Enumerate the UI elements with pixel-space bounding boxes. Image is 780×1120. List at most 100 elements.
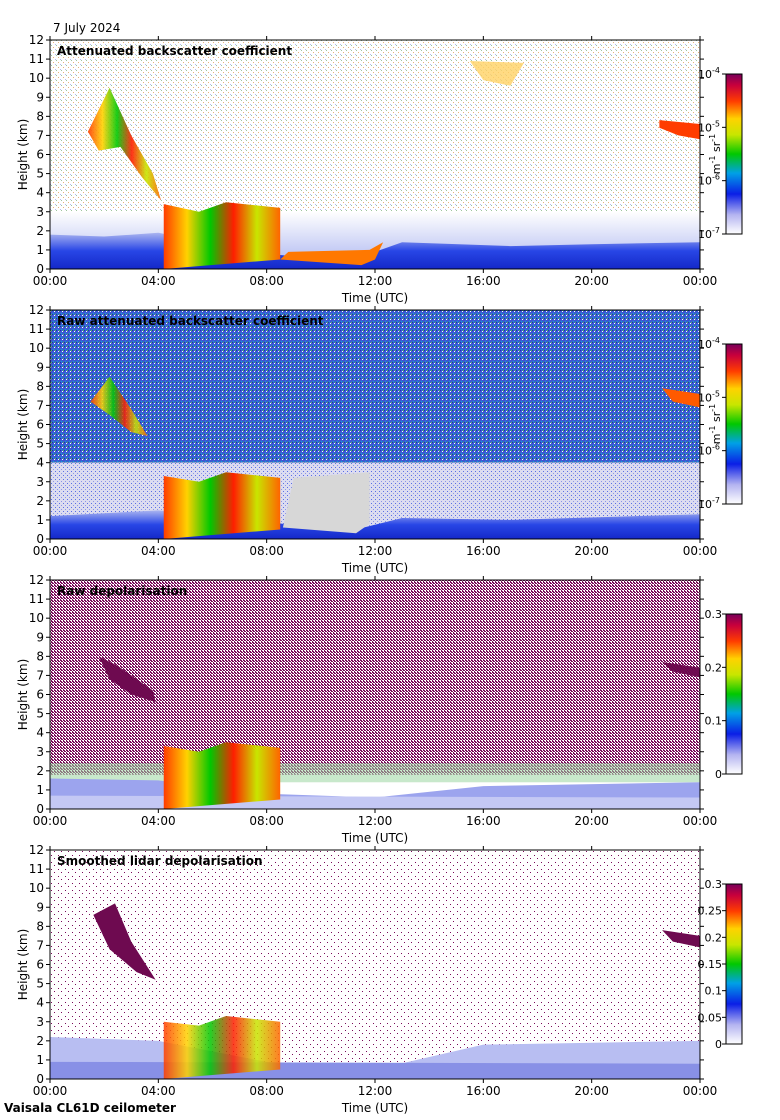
y-tick-label: 10: [29, 341, 44, 355]
y-tick-label: 4: [36, 186, 44, 200]
x-tick-label: 00:00: [683, 1084, 718, 1098]
x-tick-label: 00:00: [33, 274, 68, 288]
y-tick-label: 11: [29, 592, 44, 606]
y-tick-label: 5: [36, 437, 44, 451]
x-tick-label: 08:00: [249, 814, 284, 828]
colorbar-tick-label: 0: [715, 768, 722, 781]
colorbar-tick-base: 10: [698, 121, 712, 134]
colorbar-tick-exp: -6: [712, 173, 720, 182]
y-axis-label: Height (km): [16, 389, 30, 460]
y-tick-label: 0: [36, 262, 44, 276]
colorbar-tick-label: 0.3: [705, 878, 723, 891]
x-tick-label: 00:00: [33, 814, 68, 828]
upper-right-cloud: [662, 662, 700, 678]
y-tick-label: 4: [36, 456, 44, 470]
y-tick-label: 12: [29, 843, 44, 857]
y-tick-label: 6: [36, 688, 44, 702]
colorbar-unit: m-1 sr-1: [708, 404, 723, 444]
y-tick-label: 7: [36, 668, 44, 682]
y-tick-label: 10: [29, 881, 44, 895]
x-tick-label: 04:00: [141, 1084, 176, 1098]
y-tick-label: 8: [36, 109, 44, 123]
y-tick-label: 1: [36, 1053, 44, 1067]
x-tick-label: 20:00: [574, 1084, 609, 1098]
colorbar: [725, 613, 743, 775]
x-axis-label: Time (UTC): [341, 561, 408, 575]
x-tick-label: 16:00: [466, 1084, 501, 1098]
y-tick-label: 7: [36, 938, 44, 952]
cirrus-patch: [469, 60, 524, 86]
y-tick-label: 4: [36, 996, 44, 1010]
colorbar-tick-base: 10: [698, 68, 712, 81]
colorbar-unit-part: sr: [710, 141, 723, 155]
colorbar-tick-exp: -7: [712, 496, 720, 505]
y-tick-label: 6: [36, 958, 44, 972]
colorbar-tick-exp: -6: [712, 443, 720, 452]
upper-right-cloud: [662, 388, 700, 408]
x-tick-label: 12:00: [358, 1084, 393, 1098]
y-tick-label: 2: [36, 1034, 44, 1048]
y-tick-label: 4: [36, 726, 44, 740]
y-axis-label: Height (km): [16, 929, 30, 1000]
mid-cloud: [93, 903, 156, 980]
upper-noise: [50, 310, 700, 463]
colorbar: [725, 73, 743, 235]
upper-right-cloud: [659, 120, 700, 140]
colorbar-tick-label: 0.05: [698, 1011, 723, 1024]
y-tick-label: 9: [36, 360, 44, 374]
panel-title: Attenuated backscatter coefficient: [57, 44, 292, 58]
colorbar-tick-base: 10: [698, 338, 712, 351]
x-tick-label: 08:00: [249, 544, 284, 558]
colorbar-tick-exp: -4: [712, 336, 720, 345]
panel-2: Raw attenuated backscatter coefficient 0 1…: [16, 303, 743, 575]
colorbar-unit-part: -1: [708, 404, 717, 412]
colorbar-tick-label: 10-6: [698, 443, 720, 458]
colorbar-tick-label: 0.15: [698, 958, 723, 971]
colorbar-tick-exp: -5: [712, 389, 720, 398]
y-tick-label: 2: [36, 764, 44, 778]
y-tick-label: 12: [29, 303, 44, 317]
mid-cloud: [87, 87, 162, 201]
colorbar: [725, 883, 743, 1045]
y-tick-label: 11: [29, 52, 44, 66]
y-tick-label: 0: [36, 532, 44, 546]
y-tick-label: 2: [36, 494, 44, 508]
panel-title: Raw depolarisation: [57, 584, 187, 598]
y-tick-label: 9: [36, 900, 44, 914]
x-tick-label: 04:00: [141, 274, 176, 288]
y-tick-label: 12: [29, 33, 44, 47]
y-tick-label: 8: [36, 919, 44, 933]
x-tick-label: 20:00: [574, 274, 609, 288]
depol-noise: [50, 580, 700, 775]
x-tick-label: 00:00: [33, 544, 68, 558]
y-tick-label: 5: [36, 707, 44, 721]
y-tick-label: 3: [36, 1015, 44, 1029]
y-tick-label: 3: [36, 475, 44, 489]
y-tick-label: 11: [29, 862, 44, 876]
transition-band: [50, 763, 700, 783]
colorbar-tick-label: 0.2: [705, 661, 723, 674]
y-tick-label: 10: [29, 71, 44, 85]
date-label: 7 July 2024: [53, 21, 120, 35]
y-tick-label: 12: [29, 573, 44, 587]
panel-1: Attenuated backscatter coefficient012345…: [16, 33, 743, 305]
y-tick-label: 9: [36, 630, 44, 644]
y-tick-label: 11: [29, 322, 44, 336]
x-tick-label: 16:00: [466, 544, 501, 558]
panel-title: Smoothed lidar depolarisation: [57, 854, 263, 868]
y-tick-label: 1: [36, 513, 44, 527]
colorbar-tick-base: 10: [698, 445, 712, 458]
x-axis-label: Time (UTC): [341, 1101, 408, 1115]
y-tick-label: 0: [36, 1072, 44, 1086]
y-tick-label: 8: [36, 649, 44, 663]
x-tick-label: 20:00: [574, 814, 609, 828]
upper-right-cloud: [662, 930, 700, 948]
low-cloud: [163, 472, 281, 539]
y-tick-label: 9: [36, 90, 44, 104]
x-tick-label: 08:00: [249, 1084, 284, 1098]
y-tick-label: 7: [36, 128, 44, 142]
x-tick-label: 00:00: [33, 1084, 68, 1098]
panel-4: Smoothed lidar depolarisation01234567891…: [16, 843, 743, 1115]
colorbar-tick-label: 0.2: [705, 931, 723, 944]
